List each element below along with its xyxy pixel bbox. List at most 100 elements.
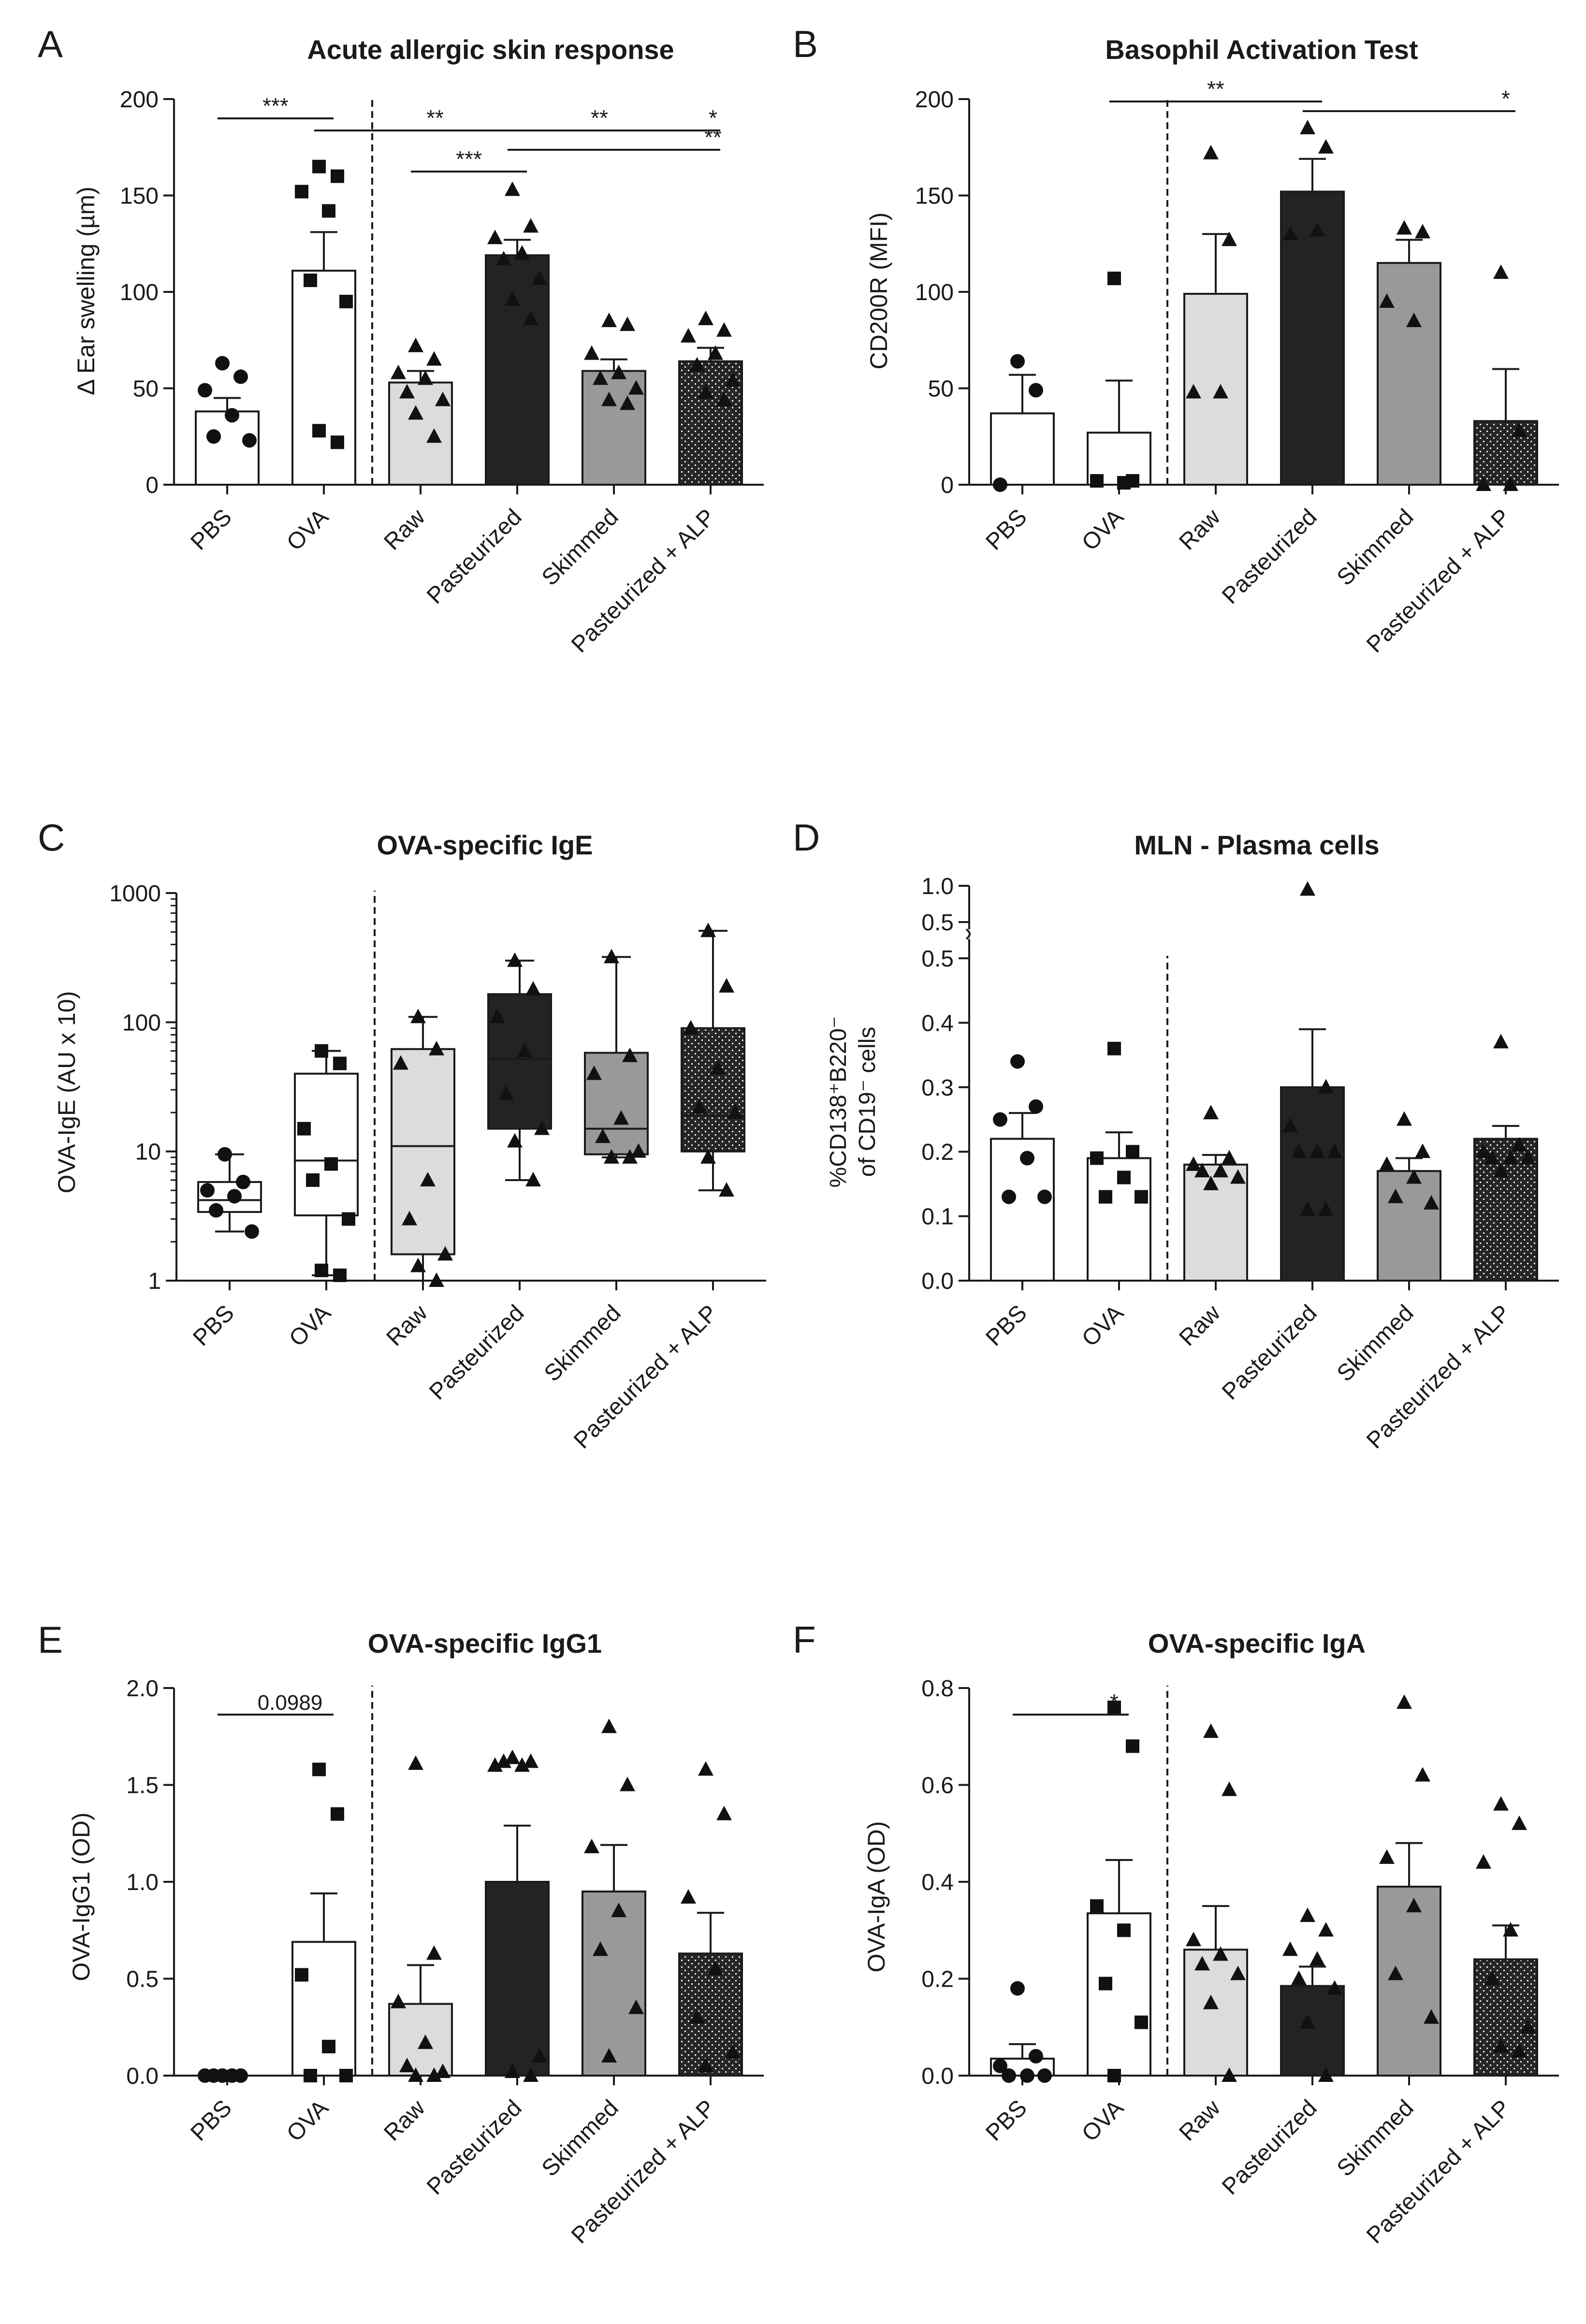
data-point <box>487 1757 503 1772</box>
data-point <box>1310 222 1325 237</box>
y-tick-label: 150 <box>120 184 159 209</box>
data-point <box>198 383 212 398</box>
data-point <box>1300 119 1315 134</box>
data-point <box>315 1263 328 1277</box>
data-point <box>1424 1195 1439 1210</box>
box <box>681 1027 745 1153</box>
data-point <box>1010 354 1025 369</box>
data-point <box>1397 1694 1412 1709</box>
bar <box>1473 420 1538 486</box>
data-point <box>611 364 626 379</box>
data-point <box>532 270 547 285</box>
data-point <box>525 1171 541 1186</box>
data-point <box>517 1042 532 1057</box>
data-point <box>225 408 239 423</box>
y-tick-label: 50 <box>133 376 159 402</box>
bar <box>1087 1912 1151 2077</box>
data-point <box>993 1112 1007 1127</box>
panel-d-title: MLN - Plasma cells <box>1134 830 1379 860</box>
data-point <box>689 357 705 372</box>
bar <box>291 1941 356 2077</box>
data-point <box>1512 422 1527 437</box>
panel-f-title: OVA-specific IgA <box>1148 1628 1366 1659</box>
data-point <box>1300 881 1315 896</box>
panel-a-letter: A <box>38 23 63 65</box>
data-point <box>1282 1941 1298 1956</box>
data-point <box>1010 1054 1025 1069</box>
significance-label: ** <box>1207 76 1224 101</box>
data-point <box>342 1212 355 1226</box>
significance-label: * <box>1501 86 1510 111</box>
data-point <box>683 1020 698 1035</box>
y-tick-label-upper: 0.5 <box>921 910 954 936</box>
data-point <box>586 1065 602 1080</box>
data-point <box>1203 1723 1219 1738</box>
data-point <box>1213 384 1228 399</box>
data-point <box>339 294 353 308</box>
data-point <box>719 978 734 993</box>
y-tick-label: 0.8 <box>921 1676 954 1702</box>
data-point <box>601 2048 617 2063</box>
data-point <box>496 1753 511 1768</box>
y-tick-label: 0.1 <box>921 1204 954 1230</box>
data-point <box>312 424 326 438</box>
data-point <box>1512 1137 1527 1152</box>
data-point <box>1379 293 1395 308</box>
data-point <box>525 981 541 996</box>
data-point <box>1222 2067 1237 2082</box>
data-point <box>399 384 415 399</box>
data-point <box>1406 1898 1422 1913</box>
y-tick-label: 1000 <box>109 881 161 907</box>
data-point <box>429 1272 444 1287</box>
y-tick-label: 0.4 <box>921 1010 954 1036</box>
data-point <box>716 391 732 406</box>
bar <box>1280 1985 1345 2077</box>
data-point <box>1203 1994 1219 2009</box>
data-point <box>622 1149 638 1164</box>
data-point <box>593 1941 608 1956</box>
y-tick-label: 0.0 <box>126 2064 159 2089</box>
data-point <box>1117 476 1131 490</box>
y-tick-label: 150 <box>915 184 954 209</box>
data-point <box>514 1757 530 1772</box>
data-point <box>700 1149 716 1164</box>
data-point <box>628 1999 644 2014</box>
data-point <box>333 1268 347 1282</box>
data-point <box>725 2044 741 2059</box>
data-point <box>312 1762 326 1776</box>
data-point <box>306 1173 320 1187</box>
data-point <box>681 1889 696 1904</box>
data-point <box>1117 1923 1131 1937</box>
data-point <box>1029 1099 1043 1114</box>
data-point <box>1099 1190 1112 1204</box>
data-point <box>322 2039 335 2053</box>
data-point <box>1493 1796 1509 1811</box>
data-point <box>1512 1815 1527 1830</box>
data-point <box>426 351 442 366</box>
y-tick-label: 0.0 <box>921 2064 954 2089</box>
y-tick-label: 0.5 <box>126 1967 159 1992</box>
data-point <box>1090 474 1104 488</box>
data-point <box>1484 1970 1500 1985</box>
bar <box>485 254 550 486</box>
data-point <box>601 312 617 327</box>
data-point <box>604 949 619 964</box>
data-point <box>1107 1701 1121 1715</box>
data-point <box>532 2048 547 2063</box>
data-point <box>1300 1907 1315 1922</box>
data-point <box>584 345 599 360</box>
data-point <box>393 1055 408 1070</box>
y-tick-label: 2.0 <box>126 1676 159 1702</box>
data-point <box>1520 2019 1536 2034</box>
data-point <box>315 1044 328 1058</box>
data-point <box>631 1143 646 1158</box>
data-point <box>333 1056 347 1070</box>
data-point <box>1222 1781 1237 1796</box>
data-point <box>1126 1739 1139 1753</box>
data-point <box>1090 1151 1104 1165</box>
data-point <box>1099 1977 1112 1991</box>
data-point <box>595 1128 611 1143</box>
data-point <box>408 405 423 420</box>
